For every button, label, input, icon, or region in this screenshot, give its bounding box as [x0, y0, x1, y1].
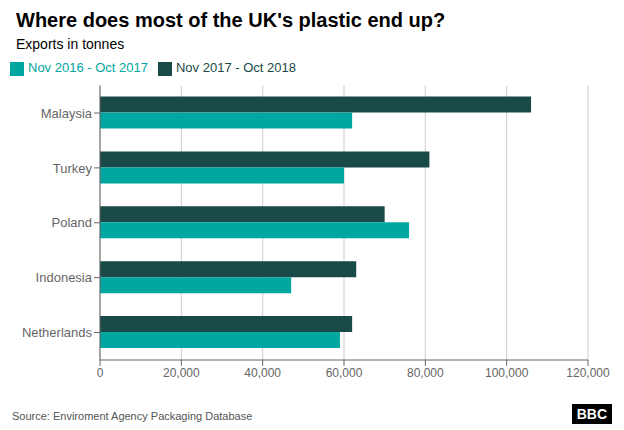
- svg-text:80,000: 80,000: [407, 366, 444, 380]
- svg-text:0: 0: [97, 366, 104, 380]
- html-text:BBC: BBC: [576, 406, 607, 422]
- html-text:Nov 2017 - Oct 2018: Nov 2017 - Oct 2018: [176, 60, 296, 75]
- svg-text:40,000: 40,000: [244, 366, 281, 380]
- svg-text:Indonesia: Indonesia: [36, 270, 93, 285]
- svg-text:20,000: 20,000: [163, 366, 200, 380]
- svg-text:Turkey: Turkey: [53, 161, 93, 176]
- html-text:Nov 2016 - Oct 2017: Nov 2016 - Oct 2017: [28, 60, 148, 75]
- html-text:Source: Enviroment Agency Pack: Source: Enviroment Agency Packaging Data…: [12, 410, 253, 422]
- svg-text:Malaysia: Malaysia: [41, 106, 93, 121]
- svg-text:Netherlands: Netherlands: [22, 325, 93, 340]
- html-text:Exports in tonnes: Exports in tonnes: [16, 36, 125, 52]
- html-text:Where does most of the UK's pl: Where does most of the UK's plastic end …: [16, 9, 446, 31]
- svg-text:Poland: Poland: [52, 215, 92, 230]
- svg-text:60,000: 60,000: [326, 366, 363, 380]
- svg-text:100,000: 100,000: [485, 366, 529, 380]
- svg-text:120,000: 120,000: [566, 366, 610, 380]
